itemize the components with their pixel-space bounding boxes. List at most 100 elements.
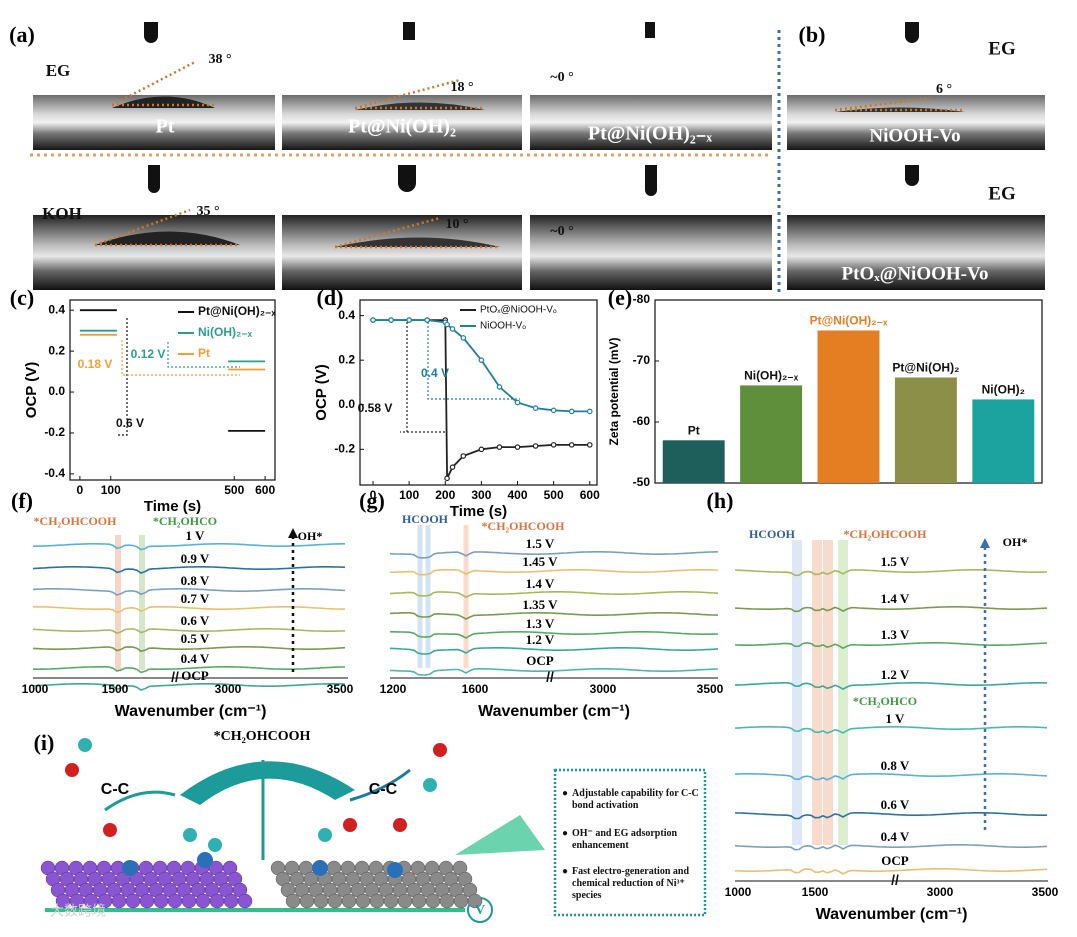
- droplet: [335, 237, 500, 247]
- atom: [411, 893, 427, 909]
- atom: [313, 893, 329, 909]
- sample-label: Pt@Ni(OH)₂₋ₓ: [588, 123, 712, 145]
- contact-angle-photos: [30, 22, 1045, 292]
- watermark: 大数跨境: [50, 903, 106, 919]
- trace-label: 1.5 V: [881, 554, 910, 569]
- trace-label: 0.9 V: [181, 551, 210, 566]
- angle-lines: [94, 60, 965, 249]
- y-tick-label: -0.4: [44, 466, 65, 480]
- spectrum-trace: [734, 812, 1047, 820]
- band: [823, 540, 833, 845]
- point: [514, 444, 521, 450]
- atom: [467, 893, 483, 909]
- panel-label: (c): [10, 285, 34, 310]
- trace-label: 0.8 V: [881, 758, 910, 773]
- spectrum-trace: [734, 606, 1048, 613]
- point: [444, 475, 450, 482]
- spectrum-trace: [734, 682, 1048, 691]
- band: [812, 540, 822, 845]
- panel-label: (g): [359, 488, 385, 513]
- atom: [208, 838, 222, 852]
- annotation: 0.4 V: [421, 366, 449, 380]
- spectrum-trace: [389, 591, 719, 599]
- trace-label: 1.35 V: [522, 597, 558, 612]
- annotation: 0.12 V: [131, 347, 166, 361]
- arrow-head: [980, 538, 990, 548]
- atom: [393, 818, 407, 832]
- guides: [118, 318, 520, 436]
- x-tick-label: 3000: [927, 885, 954, 899]
- y-axis-label: Zeta potential (mV): [607, 337, 621, 445]
- atom: [153, 893, 169, 909]
- spectrum-trace: [32, 588, 346, 596]
- atom: [341, 893, 357, 909]
- needles: [144, 22, 919, 196]
- scheme-label: C-C: [369, 781, 398, 798]
- atom: [439, 893, 455, 909]
- point: [496, 384, 503, 390]
- x-tick-label: 1200: [380, 682, 407, 696]
- arrow-label: OH*: [1003, 535, 1028, 549]
- atom: [181, 893, 197, 909]
- spectrum-trace: [734, 868, 1048, 875]
- trace-label: 1.3 V: [526, 616, 555, 631]
- atom: [299, 893, 315, 909]
- atom: [369, 893, 385, 909]
- legend-label: Pt@Ni(OH)₂₋ₓ: [198, 304, 276, 318]
- angle-label: 6 °: [936, 82, 952, 97]
- sample-label: PtOₓ@NiOOH-Vo: [842, 263, 989, 284]
- x-tick-label: 100: [399, 488, 419, 502]
- point: [424, 317, 430, 323]
- x-tick-label: 3500: [327, 682, 354, 696]
- trace-label: 0.6 V: [181, 613, 210, 628]
- y-tick-label: 0.0: [338, 397, 355, 411]
- panel-label: (a): [9, 22, 35, 47]
- spectrum-trace: [389, 612, 719, 621]
- point: [568, 442, 575, 448]
- atom: [397, 893, 413, 909]
- droplet: [95, 231, 240, 245]
- point: [586, 408, 593, 415]
- annotation: 0.58 V: [358, 401, 393, 415]
- spectrum-trace: [390, 631, 719, 639]
- x-tick-label: 400: [508, 488, 528, 502]
- spectrum-trace: [32, 683, 346, 691]
- cluster: [312, 860, 328, 876]
- x-tick-label: 200: [435, 488, 455, 502]
- y-axis-label: OCP (V): [23, 362, 40, 418]
- angle-label: 35 °: [196, 204, 219, 219]
- band: [417, 525, 423, 668]
- series-line: [373, 319, 590, 479]
- point: [532, 405, 539, 411]
- atom: [183, 828, 197, 842]
- trace-label: 0.8 V: [181, 573, 210, 588]
- arrow-head: [288, 528, 298, 538]
- badge: V: [475, 903, 485, 918]
- x-tick-label: 500: [224, 483, 244, 497]
- atom: [139, 893, 155, 909]
- sample-label: Pt: [156, 116, 175, 138]
- point: [449, 464, 456, 470]
- x-tick-label: 3500: [1032, 885, 1059, 899]
- point: [370, 317, 376, 323]
- cluster: [387, 862, 403, 878]
- trace-label: 1.2 V: [881, 667, 910, 682]
- point: [406, 317, 412, 323]
- x-tick-label: 600: [580, 488, 600, 502]
- trace-label: 0.7 V: [181, 591, 210, 606]
- x-tick-label: 3000: [590, 682, 617, 696]
- atom: [125, 893, 141, 909]
- trace-label: 1.4 V: [526, 576, 555, 591]
- atom: [209, 893, 225, 909]
- atom: [65, 763, 79, 777]
- bar: [894, 377, 957, 483]
- atom: [195, 893, 211, 909]
- angle-label: 18 °: [450, 80, 473, 95]
- annotation: 0.18 V: [78, 357, 113, 371]
- bar: [817, 330, 880, 483]
- spectrum-trace: [390, 569, 719, 576]
- band: [115, 535, 121, 670]
- panel-label: (h): [707, 488, 734, 513]
- row-label: EG: [46, 61, 71, 80]
